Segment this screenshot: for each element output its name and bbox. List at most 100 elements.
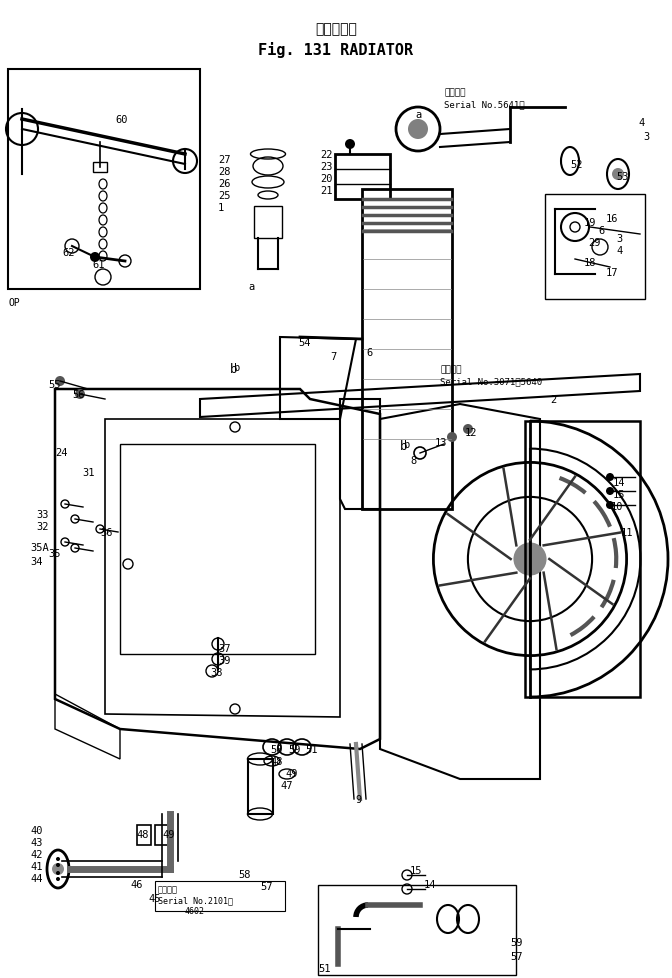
Text: b: b [401, 439, 408, 453]
Text: 4: 4 [616, 245, 622, 255]
Text: 42: 42 [30, 849, 42, 859]
Text: 22: 22 [320, 150, 333, 159]
Text: 33: 33 [36, 510, 48, 519]
Text: 17: 17 [606, 268, 618, 278]
Circle shape [463, 424, 473, 434]
Text: 12: 12 [465, 427, 478, 437]
Text: 35: 35 [48, 549, 60, 558]
Text: 16: 16 [606, 214, 618, 224]
Text: 4: 4 [638, 118, 644, 128]
Bar [254, 206, 282, 239]
Bar [137, 825, 151, 845]
Bar [248, 759, 273, 814]
Text: 7: 7 [330, 352, 336, 362]
Text: 37: 37 [218, 644, 230, 653]
Text: 適用号機: 適用号機 [158, 884, 178, 893]
Text: 40: 40 [30, 825, 42, 835]
Text: 59: 59 [288, 744, 300, 754]
Text: ラジエータ: ラジエータ [315, 22, 357, 36]
Text: 51: 51 [318, 963, 331, 973]
Text: 61: 61 [92, 260, 105, 270]
Text: Serial No.2101～: Serial No.2101～ [158, 895, 233, 904]
Circle shape [612, 169, 624, 181]
Text: 32: 32 [36, 521, 48, 531]
Text: OP: OP [8, 297, 19, 308]
Text: Fig. 131 RADIATOR: Fig. 131 RADIATOR [259, 42, 413, 58]
Text: 15: 15 [410, 866, 423, 875]
Circle shape [606, 473, 614, 481]
Text: b: b [230, 363, 238, 376]
Text: 2: 2 [550, 394, 556, 405]
Text: b: b [404, 439, 410, 450]
Text: 13: 13 [435, 437, 448, 448]
Text: 10: 10 [611, 502, 624, 511]
Text: a: a [415, 110, 421, 120]
Text: 29: 29 [588, 238, 601, 247]
Circle shape [52, 864, 64, 875]
Text: 49: 49 [162, 829, 175, 839]
Text: 58: 58 [238, 869, 251, 879]
Text: 38: 38 [210, 667, 222, 678]
Text: 28: 28 [218, 167, 230, 177]
Circle shape [56, 857, 60, 861]
Circle shape [75, 389, 85, 400]
Bar [93, 162, 107, 173]
Text: 14: 14 [613, 477, 626, 487]
Text: 57: 57 [510, 951, 523, 961]
Bar [120, 445, 315, 654]
Text: 55: 55 [48, 379, 60, 389]
Text: 26: 26 [218, 179, 230, 189]
Text: 6: 6 [598, 226, 604, 236]
Bar [525, 422, 640, 697]
Text: 27: 27 [218, 155, 230, 165]
Text: 3: 3 [616, 234, 622, 244]
Text: 18: 18 [584, 258, 597, 268]
Text: Serial No.3071～5640: Serial No.3071～5640 [440, 377, 542, 385]
Text: a: a [248, 282, 254, 291]
Bar [155, 825, 169, 845]
Bar [335, 155, 390, 200]
Text: 60: 60 [115, 114, 128, 125]
Circle shape [56, 864, 60, 867]
Text: 4602: 4602 [185, 906, 205, 915]
Circle shape [606, 487, 614, 496]
Circle shape [90, 252, 100, 263]
Text: 1: 1 [218, 202, 224, 213]
Text: 46: 46 [130, 879, 142, 889]
Circle shape [513, 543, 546, 576]
Text: 39: 39 [218, 655, 230, 665]
Text: 適用号機: 適用号機 [444, 88, 466, 97]
Text: 53: 53 [616, 172, 628, 182]
Text: 43: 43 [30, 837, 42, 847]
Text: 47: 47 [280, 780, 292, 790]
Text: b: b [234, 363, 241, 373]
Bar [8, 70, 200, 289]
Text: 15: 15 [613, 490, 626, 500]
Text: 45: 45 [148, 893, 161, 903]
Bar [362, 190, 452, 510]
Text: 適用号機: 適用号機 [440, 365, 462, 374]
Text: 14: 14 [424, 879, 437, 889]
Text: 57: 57 [260, 881, 273, 891]
Text: 24: 24 [55, 448, 67, 458]
Text: 54: 54 [298, 337, 310, 347]
Circle shape [345, 140, 355, 150]
Text: 34: 34 [30, 556, 42, 566]
Text: 25: 25 [218, 191, 230, 200]
Circle shape [447, 432, 457, 443]
Bar [155, 881, 285, 911]
Text: 51: 51 [305, 744, 317, 754]
Bar [318, 885, 516, 975]
Text: 49: 49 [285, 768, 298, 778]
Text: 21: 21 [320, 186, 333, 196]
Text: 9: 9 [355, 794, 362, 804]
Text: 41: 41 [30, 861, 42, 871]
Circle shape [55, 377, 65, 386]
Text: 19: 19 [584, 218, 597, 228]
Text: 59: 59 [510, 937, 523, 947]
Text: 20: 20 [320, 174, 333, 184]
Text: 31: 31 [82, 467, 95, 477]
Text: 62: 62 [62, 247, 75, 258]
Text: 48: 48 [270, 756, 282, 766]
Text: 36: 36 [100, 527, 112, 538]
